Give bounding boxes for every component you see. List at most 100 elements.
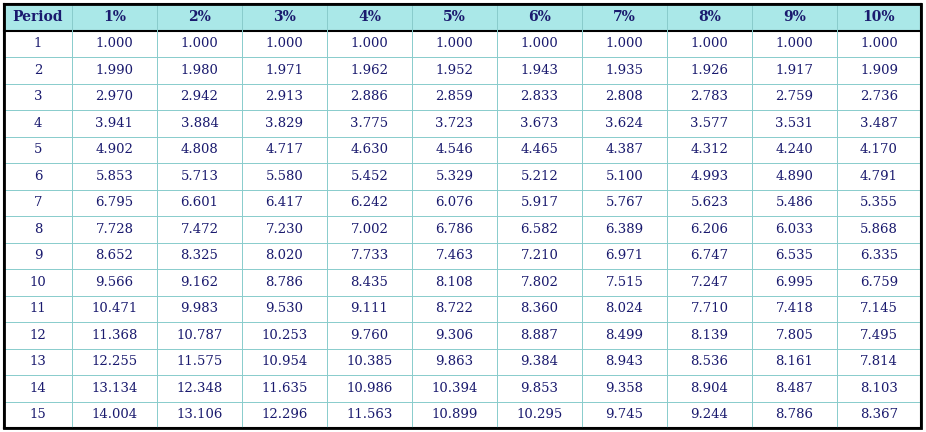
Text: 8.722: 8.722 [435, 302, 473, 315]
Text: 9.566: 9.566 [95, 276, 133, 289]
Bar [752, 349, 837, 375]
Text: 6.995: 6.995 [775, 276, 814, 289]
Text: 4.630: 4.630 [351, 143, 389, 156]
Text: 1.000: 1.000 [606, 37, 644, 50]
Bar [157, 242, 242, 269]
Text: 2.833: 2.833 [520, 90, 558, 103]
Text: 8.943: 8.943 [606, 355, 644, 368]
Text: 11.575: 11.575 [176, 355, 222, 368]
Bar [837, 322, 921, 349]
Text: Period: Period [13, 10, 63, 24]
Text: 11.368: 11.368 [92, 329, 138, 342]
Text: 9.244: 9.244 [691, 408, 729, 421]
Bar [582, 349, 667, 375]
Text: 4.312: 4.312 [691, 143, 729, 156]
Text: 6.582: 6.582 [520, 223, 558, 236]
Text: 10.899: 10.899 [432, 408, 478, 421]
Bar [4, 375, 72, 401]
Bar [412, 401, 497, 428]
Text: 7.230: 7.230 [266, 223, 304, 236]
Bar [412, 137, 497, 163]
Bar [327, 4, 412, 31]
Bar [72, 190, 157, 216]
Bar [497, 83, 582, 110]
Bar [4, 31, 72, 57]
Text: 1.000: 1.000 [520, 37, 558, 50]
Text: 8.161: 8.161 [776, 355, 813, 368]
Bar [242, 322, 327, 349]
Text: 7.210: 7.210 [520, 249, 558, 262]
Text: 1.000: 1.000 [266, 37, 304, 50]
Text: 1.926: 1.926 [691, 64, 729, 77]
Bar [582, 31, 667, 57]
Bar [242, 401, 327, 428]
Bar [242, 110, 327, 137]
Text: 8.108: 8.108 [435, 276, 473, 289]
Bar [497, 31, 582, 57]
Bar [327, 83, 412, 110]
Bar [157, 83, 242, 110]
Text: 9.853: 9.853 [520, 382, 558, 395]
Bar [72, 242, 157, 269]
Bar [752, 242, 837, 269]
Bar [4, 322, 72, 349]
Text: 1: 1 [34, 37, 43, 50]
Bar [837, 57, 921, 83]
Bar [157, 4, 242, 31]
Text: 9.745: 9.745 [606, 408, 644, 421]
Text: 5.853: 5.853 [95, 170, 133, 183]
Text: 6.971: 6.971 [606, 249, 644, 262]
Text: 1.000: 1.000 [95, 37, 133, 50]
Text: 5.917: 5.917 [520, 196, 558, 209]
Bar [327, 163, 412, 190]
Text: 10: 10 [30, 276, 46, 289]
Text: 1.971: 1.971 [266, 64, 304, 77]
Text: 2.970: 2.970 [95, 90, 133, 103]
Text: 2.913: 2.913 [266, 90, 304, 103]
Text: 1.000: 1.000 [351, 37, 388, 50]
Bar [4, 83, 72, 110]
Text: 14: 14 [30, 382, 46, 395]
Text: 1.000: 1.000 [691, 37, 729, 50]
Text: 6.076: 6.076 [435, 196, 473, 209]
Text: 11.635: 11.635 [261, 382, 307, 395]
Bar [582, 163, 667, 190]
Text: 8.024: 8.024 [606, 302, 644, 315]
Bar [157, 137, 242, 163]
Bar [497, 57, 582, 83]
Text: 3.531: 3.531 [775, 117, 814, 130]
Text: 9.306: 9.306 [435, 329, 473, 342]
Bar [157, 322, 242, 349]
Text: 2.942: 2.942 [181, 90, 219, 103]
Bar [752, 110, 837, 137]
Bar [837, 401, 921, 428]
Text: 3.487: 3.487 [860, 117, 898, 130]
Text: 13: 13 [30, 355, 46, 368]
Bar [582, 401, 667, 428]
Text: 6.417: 6.417 [266, 196, 304, 209]
Bar [497, 137, 582, 163]
Text: 4.465: 4.465 [520, 143, 558, 156]
Bar [497, 4, 582, 31]
Text: 4%: 4% [358, 10, 381, 24]
Text: 4.993: 4.993 [691, 170, 729, 183]
Text: 6.535: 6.535 [775, 249, 814, 262]
Bar [412, 31, 497, 57]
Text: 9.983: 9.983 [181, 302, 219, 315]
Bar [582, 110, 667, 137]
Bar [582, 295, 667, 322]
Text: 7.515: 7.515 [606, 276, 644, 289]
Bar [157, 269, 242, 295]
Text: 5.486: 5.486 [776, 196, 813, 209]
Bar [327, 401, 412, 428]
Bar [242, 269, 327, 295]
Bar [327, 349, 412, 375]
Text: 7.805: 7.805 [776, 329, 813, 342]
Text: 4.170: 4.170 [860, 143, 898, 156]
Text: 1.000: 1.000 [181, 37, 219, 50]
Text: 6.335: 6.335 [860, 249, 898, 262]
Text: 1.990: 1.990 [95, 64, 133, 77]
Bar [327, 110, 412, 137]
Text: 6.747: 6.747 [691, 249, 729, 262]
Text: 7.728: 7.728 [95, 223, 133, 236]
